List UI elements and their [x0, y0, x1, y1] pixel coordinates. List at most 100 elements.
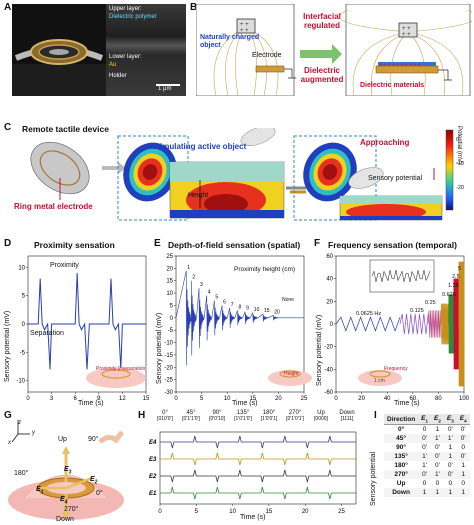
- table-cell: 0': [435, 453, 440, 461]
- table-cell: 1': [422, 462, 428, 470]
- freq-label-5: 2.5: [452, 274, 460, 280]
- panel-label-c: C: [4, 122, 12, 133]
- x-tick-label: 0: [174, 396, 178, 402]
- table-cell: 1: [448, 453, 453, 461]
- series-line: [453, 278, 460, 370]
- table-cell: 0: [435, 480, 440, 488]
- direction-code: [0'0'10]: [209, 416, 225, 422]
- table-cell: 0': [447, 462, 453, 470]
- peak-label: 20: [274, 309, 280, 315]
- direction-code: [1'0'0'1]: [260, 416, 278, 422]
- plot-frame: [159, 431, 357, 505]
- scale-label: 1 μm: [158, 86, 172, 92]
- channel-label: E2: [149, 474, 157, 480]
- direction-headers: 0° [010'0'] 45° [0'1'1'0'] 90° [0'0'10] 135° [1…: [148, 410, 356, 432]
- y-tick-label: -5: [168, 328, 174, 334]
- axis-z: z: [18, 420, 21, 426]
- table-row: 180° 1' 0' 0' 1: [384, 461, 470, 471]
- x-tick-label: 25: [338, 509, 345, 515]
- table-header-row: Direction E1 E2 E3 E4: [384, 414, 470, 426]
- electrode-e1-label: E1: [36, 486, 44, 496]
- x-tick-label: 15: [143, 396, 150, 402]
- inset-box: [369, 259, 435, 293]
- table-cell: 0': [422, 435, 428, 443]
- direction-code-table: Direction E1 E2 E3 E4 0° 0 1 0' 0' 45° 0' 1' 1' 0' 90° 0…: [384, 414, 470, 498]
- table-header-cell: E4: [456, 414, 470, 426]
- inset-ring: [369, 370, 391, 378]
- sem-image: Upper layer: Dielectric polymer Lower la…: [106, 4, 186, 96]
- photo-device: [12, 4, 106, 96]
- inset-d-label: Proximity || separation: [96, 366, 146, 372]
- table-cell: 135°: [394, 453, 408, 461]
- panel-label-d: D: [4, 238, 12, 249]
- table-cell: 1: [435, 489, 440, 497]
- chart-f: 0 20 40 60 80 100 -60 -40 -20 0 20 40 60: [324, 254, 469, 402]
- series-line: [440, 303, 449, 345]
- table-cell: 0': [422, 471, 428, 479]
- peak-label: 3: [200, 282, 203, 288]
- table-cell: 0': [447, 426, 453, 434]
- channel-label: E3: [149, 457, 157, 463]
- panel-label-e: E: [154, 238, 161, 249]
- panel-e-xlabel: Time (s): [232, 400, 258, 407]
- height-label: Height: [188, 192, 209, 199]
- freq-label-4: 1.25: [448, 283, 459, 289]
- table-cell: 270°: [394, 471, 408, 479]
- separation-label: Separation: [30, 330, 64, 337]
- angle-0-label: 0°: [96, 490, 103, 497]
- x-tick-label: 9: [97, 396, 101, 402]
- table-cell: 1': [435, 435, 440, 443]
- x-tick-label: 0: [158, 509, 162, 515]
- freq-label-6: 5: [458, 266, 462, 272]
- direction-code: [1'0'1'0']: [234, 416, 252, 422]
- x-tick-label: 12: [119, 396, 126, 402]
- direction-header: 0° [010'0']: [152, 410, 178, 422]
- panel-f-ylabel: Sensory potential (mV): [316, 314, 323, 386]
- channel-line: [160, 469, 356, 483]
- y-tick-label: 40: [326, 277, 333, 283]
- table-cell: 0: [422, 480, 427, 488]
- table-cell: 0': [435, 462, 440, 470]
- direction-header: 270° [0'1'0'1']: [282, 410, 308, 422]
- y-tick-label: 15: [166, 279, 173, 285]
- panel-e-title: Depth-of-field sensation (spatial): [168, 240, 301, 250]
- electrode-label: Electrode: [252, 52, 282, 59]
- holder-label: Holder: [109, 73, 127, 79]
- panel-c-diagram: [30, 128, 454, 221]
- plot-frame: [175, 255, 305, 393]
- y-tick-label: 25: [166, 254, 173, 260]
- y-tick-label: -30: [164, 390, 173, 396]
- dielectric-materials-label: Dielectric materials: [360, 82, 425, 89]
- x-tick-label: 3: [50, 396, 54, 402]
- series-line: [28, 272, 146, 370]
- series-line: [427, 310, 442, 338]
- panel-label-a: A: [4, 2, 12, 13]
- colorbar-ticks: 0 -10 -20: [456, 128, 464, 200]
- peak-label: 2: [192, 275, 195, 281]
- series-line: [335, 316, 401, 332]
- legend-e: Proximity height (cm): [234, 266, 296, 273]
- table-cell: 45°: [396, 435, 406, 443]
- panel-label-i: I: [374, 410, 377, 421]
- direction-header: Up [0000]: [308, 410, 334, 422]
- panel-label-g: G: [4, 410, 12, 421]
- panel-b-diagram: + ++ + + ++ + + + + + + + + + + +: [196, 4, 472, 96]
- au-label: Au: [109, 62, 117, 68]
- direction-header: 90° [0'0'10]: [204, 410, 230, 422]
- direction-header: 45° [0'1'1'0']: [178, 410, 204, 422]
- electrode-e2-label: E2: [90, 476, 98, 486]
- y-tick-label: 20: [166, 266, 173, 272]
- x-tick-label: 20: [358, 396, 365, 402]
- peak-label: 5: [215, 295, 218, 301]
- direction-label: 90°: [212, 410, 222, 416]
- table-row: 270° 0' 1' 0' 1: [384, 470, 470, 480]
- svg-text:+ +: + +: [240, 28, 249, 34]
- table-cell: 0: [422, 426, 427, 434]
- y-tick-label: 60: [326, 254, 333, 260]
- y-tick-label: -40: [324, 367, 333, 373]
- table-cell: 1': [435, 471, 440, 479]
- svg-text:+ +: + +: [402, 26, 411, 32]
- colorbar-tick: -20: [456, 185, 464, 191]
- x-tick-label: 15: [266, 509, 273, 515]
- remote-device-label: Remote tactile device: [22, 124, 109, 134]
